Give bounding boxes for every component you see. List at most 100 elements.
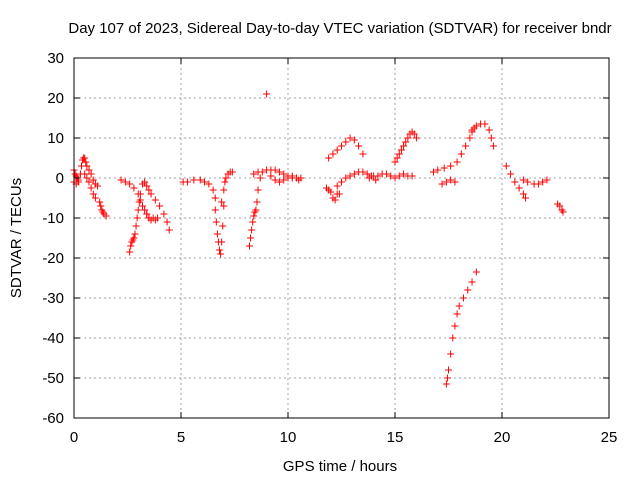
data-point <box>335 190 343 198</box>
data-point <box>121 178 129 186</box>
data-point <box>222 174 230 182</box>
data-point <box>218 198 226 206</box>
data-point <box>205 180 213 188</box>
y-tick-label: -40 <box>42 330 64 347</box>
data-point <box>391 158 399 166</box>
data-point <box>400 170 408 178</box>
data-point <box>400 142 408 150</box>
data-point <box>297 174 305 182</box>
data-point <box>350 170 358 178</box>
y-tick-label: 20 <box>47 90 64 107</box>
data-point <box>130 184 138 192</box>
data-point <box>329 150 337 158</box>
data-point <box>134 206 142 214</box>
x-axis-label: GPS time / hours <box>283 458 397 475</box>
data-point <box>443 374 451 382</box>
data-point <box>220 186 228 194</box>
data-point <box>153 214 161 222</box>
data-point <box>442 380 450 388</box>
data-point <box>355 142 363 150</box>
data-point <box>83 162 91 170</box>
data-points <box>70 90 567 388</box>
grid-lines <box>74 58 609 418</box>
data-point <box>156 202 164 210</box>
data-point <box>468 278 476 286</box>
data-point <box>271 166 279 174</box>
data-point <box>391 174 399 182</box>
data-point <box>83 174 91 182</box>
data-point <box>519 190 527 198</box>
data-point <box>133 214 141 222</box>
data-point <box>442 178 450 186</box>
data-point <box>85 166 93 174</box>
data-point <box>87 170 95 178</box>
data-point <box>543 176 551 184</box>
data-point <box>249 218 257 226</box>
data-point <box>141 206 149 214</box>
data-point <box>472 122 480 130</box>
data-point <box>372 176 380 184</box>
data-point <box>145 186 153 194</box>
data-point <box>350 136 358 144</box>
data-point <box>254 186 262 194</box>
data-point <box>220 202 228 210</box>
data-point <box>539 178 547 186</box>
data-point <box>263 90 271 98</box>
data-point <box>218 238 226 246</box>
data-point <box>464 286 472 294</box>
data-point <box>228 168 236 176</box>
y-tick-label: -60 <box>42 410 64 427</box>
data-point <box>346 134 354 142</box>
y-tick-label: -20 <box>42 250 64 267</box>
data-point <box>267 172 275 180</box>
data-point <box>143 182 151 190</box>
data-point <box>196 176 204 184</box>
data-point <box>275 178 283 186</box>
data-point <box>248 226 256 234</box>
data-point <box>216 246 224 254</box>
data-point <box>402 138 410 146</box>
data-point <box>280 170 288 178</box>
data-point <box>256 174 264 182</box>
y-tick-label: -10 <box>42 210 64 227</box>
data-point <box>151 196 159 204</box>
data-point <box>102 212 110 220</box>
data-point <box>141 178 149 186</box>
data-point <box>511 178 519 186</box>
data-point <box>275 168 283 176</box>
data-point <box>408 172 416 180</box>
x-tick-label: 0 <box>70 429 78 446</box>
data-point <box>147 190 155 198</box>
data-point <box>445 366 452 374</box>
data-point <box>331 196 339 204</box>
y-axis-label: SDTVAR / TECUs <box>8 178 25 298</box>
data-point <box>126 180 134 188</box>
data-point <box>211 206 219 214</box>
data-point <box>556 202 564 210</box>
axis-ticks: 0 5 10 15 20 25 -60 -50 -40 -30 -20 -10 0 10 20 30 <box>42 50 617 446</box>
data-point <box>472 268 480 276</box>
data-point <box>387 172 395 180</box>
data-point <box>325 154 333 162</box>
data-point <box>333 146 341 154</box>
data-point <box>459 294 467 302</box>
data-point <box>412 134 420 142</box>
data-point <box>190 176 198 184</box>
data-point <box>440 164 448 172</box>
data-point <box>81 154 89 162</box>
data-point <box>143 210 151 218</box>
x-tick-label: 5 <box>177 429 185 446</box>
data-point <box>89 190 97 198</box>
data-point <box>338 142 345 150</box>
data-point <box>160 210 168 218</box>
data-point <box>74 178 82 186</box>
chart-title: Day 107 of 2023, Sidereal Day-to-day VTE… <box>68 20 611 37</box>
data-point <box>247 234 255 242</box>
data-point <box>524 178 532 186</box>
data-point <box>213 230 221 238</box>
data-point <box>395 172 403 180</box>
data-point <box>221 178 229 186</box>
y-tick-label: 0 <box>56 170 64 187</box>
data-point <box>85 178 93 186</box>
data-point <box>127 242 135 250</box>
